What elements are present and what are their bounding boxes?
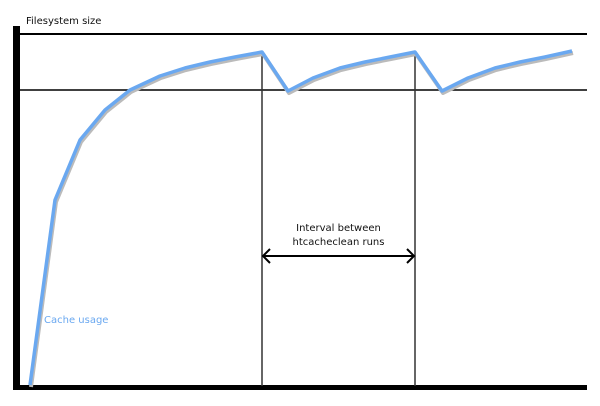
cache-usage-shadow (29, 51, 574, 388)
series-label: Cache usage (44, 315, 109, 326)
interval-label-line1: Interval between (296, 223, 381, 234)
cache-usage-line (28, 49, 573, 386)
y-axis-label: Filesystem size (26, 16, 102, 27)
interval-label-line2: htcacheclean runs (292, 237, 385, 248)
interval-arrow (261, 248, 416, 264)
y-axis (13, 26, 20, 390)
x-axis (13, 385, 587, 390)
interval-label: Interval between htcacheclean runs (262, 222, 415, 250)
